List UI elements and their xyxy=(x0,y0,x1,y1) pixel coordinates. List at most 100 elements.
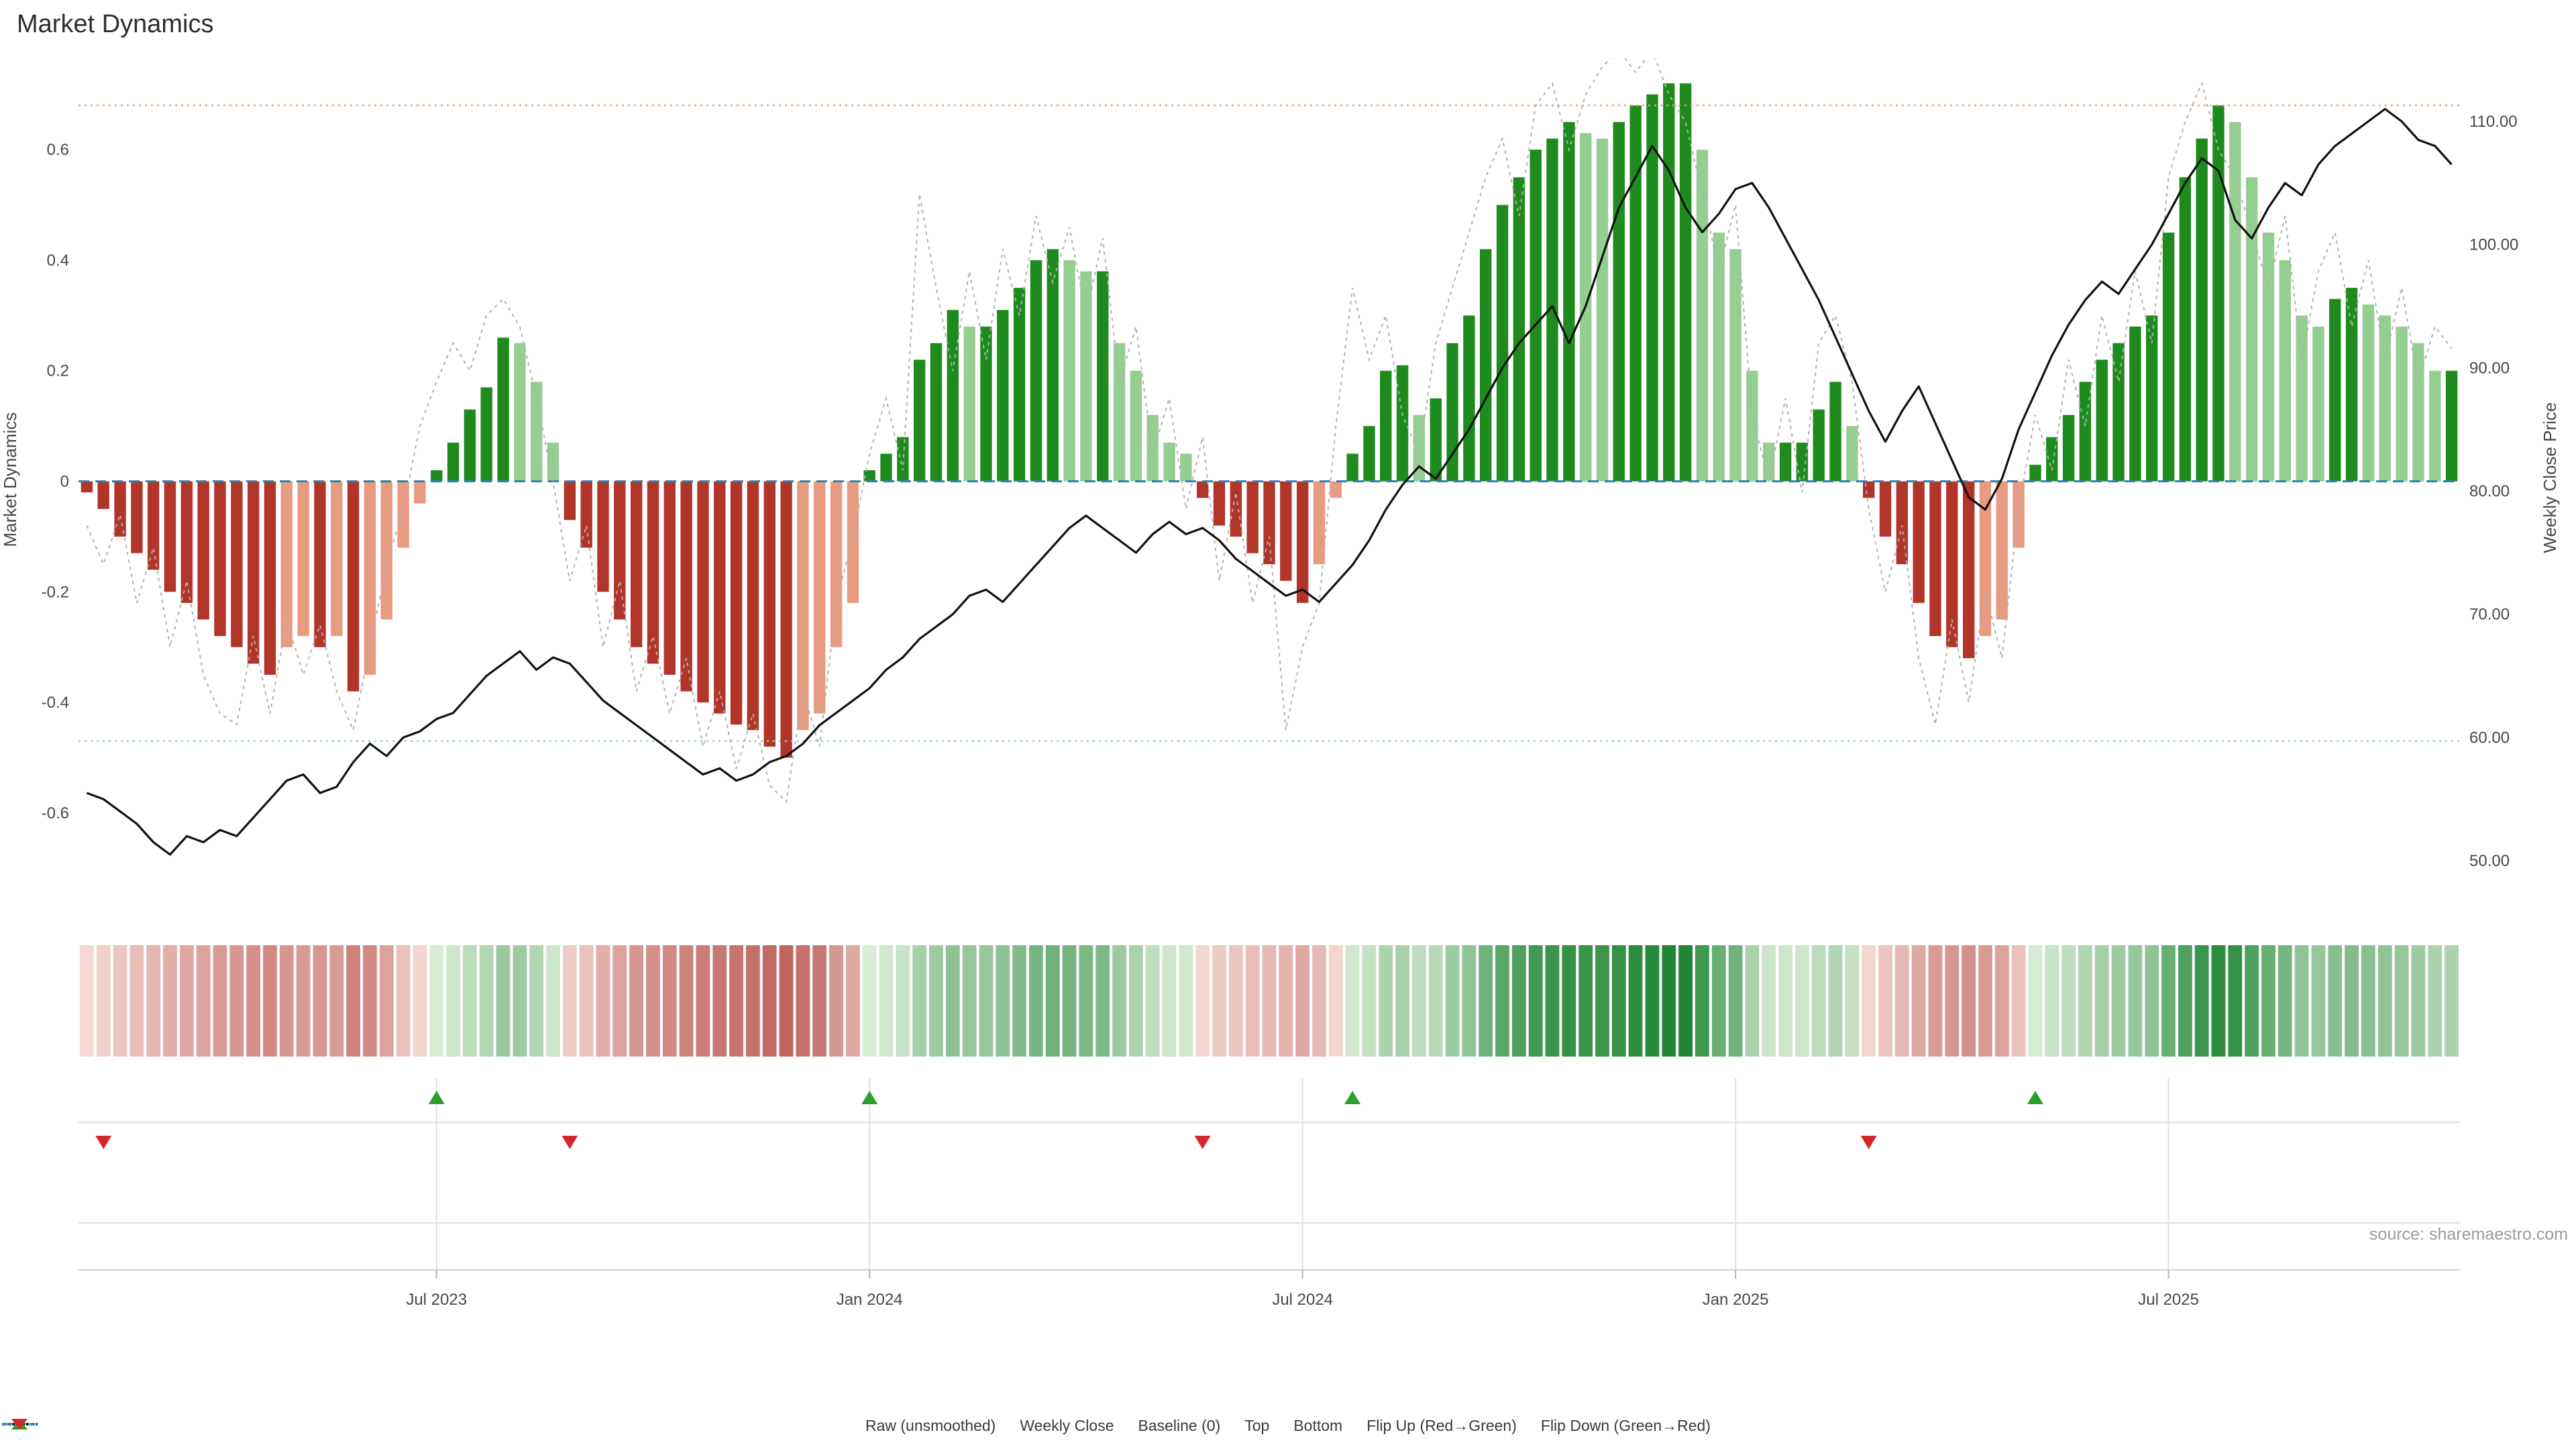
left-tick-label: 0 xyxy=(60,473,69,491)
heatmap-cell xyxy=(180,945,194,1057)
bar xyxy=(1030,260,1042,482)
heatmap-cell xyxy=(1811,945,1826,1057)
left-tick-label: -0.2 xyxy=(42,583,69,601)
heatmap-cell xyxy=(1362,945,1377,1057)
right-tick-label: 80.00 xyxy=(2469,482,2510,500)
heatmap-cell xyxy=(1495,945,1509,1057)
x-tick-label: Jul 2023 xyxy=(406,1291,467,1309)
bar xyxy=(2312,326,2324,482)
heatmap-cell xyxy=(2045,945,2059,1057)
heatmap-cell xyxy=(2178,945,2192,1057)
heatmap-cell xyxy=(1962,945,1976,1057)
right-tick-label: 50.00 xyxy=(2469,852,2510,870)
heatmap-cell xyxy=(1079,945,1093,1057)
bar xyxy=(1963,481,1975,659)
heatmap-cell xyxy=(1145,945,1160,1057)
heatmap-cell xyxy=(2194,945,2209,1057)
bar xyxy=(2396,326,2408,482)
heatmap-cell xyxy=(1562,945,1576,1057)
heatmap-cell xyxy=(246,945,261,1057)
heatmap-cell xyxy=(696,945,710,1057)
heatmap-cell xyxy=(2277,945,2292,1057)
bar xyxy=(1213,481,1226,526)
bar xyxy=(1146,415,1159,482)
bar xyxy=(480,387,492,482)
bar xyxy=(947,310,959,482)
heatmap-cell xyxy=(1611,945,1626,1057)
bar xyxy=(763,481,775,747)
heatmap-cell xyxy=(596,945,610,1057)
bar xyxy=(297,481,309,637)
flip-up-marker xyxy=(1344,1091,1361,1104)
heatmap-cell xyxy=(529,945,544,1057)
heatmap-cell xyxy=(1662,945,1676,1057)
left-tick-label: 0.4 xyxy=(47,252,69,270)
heatmap-cell xyxy=(1062,945,1077,1057)
x-tick-label: Jul 2025 xyxy=(2138,1291,2199,1309)
bar xyxy=(2262,232,2275,482)
bar xyxy=(564,481,576,521)
right-tick-label: 110.00 xyxy=(2469,113,2518,131)
chart-title: Market Dynamics xyxy=(17,10,214,38)
bar xyxy=(697,481,709,703)
bar xyxy=(80,481,93,492)
bar xyxy=(847,481,859,603)
heatmap-cell xyxy=(912,945,927,1057)
bar xyxy=(1246,481,1258,553)
bar xyxy=(1063,260,1075,482)
bar xyxy=(2379,315,2391,482)
heatmap-cell xyxy=(762,945,777,1057)
legend-item: Top xyxy=(1,1417,1269,1435)
heatmap-cell xyxy=(429,945,444,1057)
heatmap-cell xyxy=(1279,945,1293,1057)
bar xyxy=(1913,481,1925,603)
heatmap-cell xyxy=(196,945,211,1057)
bar xyxy=(1346,453,1358,482)
bar xyxy=(2162,232,2175,482)
heatmap-cell xyxy=(2345,945,2359,1057)
bar xyxy=(2146,315,2158,482)
bar xyxy=(580,481,592,548)
bar xyxy=(2345,288,2358,482)
heatmap-strip xyxy=(80,945,2459,1057)
flip-down-marker xyxy=(1194,1136,1211,1149)
bar xyxy=(1097,271,1109,482)
bar xyxy=(1180,453,1192,482)
heatmap-cell xyxy=(1828,945,1843,1057)
legend-item-label: Flip Down (Green→Red) xyxy=(1540,1417,1711,1434)
heatmap-cell xyxy=(413,945,427,1057)
heatmap-cell xyxy=(1728,945,1743,1057)
x-axis: Jul 2023 Jan 2024 Jul 2024 Jan 2025 Jul 2025 xyxy=(406,1270,2199,1309)
flip-marker-panel xyxy=(78,1078,2460,1271)
bar xyxy=(2096,360,2108,482)
heatmap-cell xyxy=(1578,945,1593,1057)
x-tick-label: Jan 2024 xyxy=(837,1291,903,1309)
heatmap-cell xyxy=(1212,945,1226,1057)
bar xyxy=(1863,481,1875,498)
bar xyxy=(2296,315,2308,482)
heatmap-cell xyxy=(962,945,977,1057)
heatmap-cell xyxy=(2361,945,2375,1057)
bar xyxy=(1796,442,1809,482)
bar xyxy=(148,481,160,570)
heatmap-cell xyxy=(896,945,910,1057)
right-tick-label: 90.00 xyxy=(2469,359,2510,377)
legend-item-label: Raw (unsmoothed) xyxy=(865,1417,996,1434)
legend-item-label: Bottom xyxy=(1293,1417,1343,1434)
heatmap-cell xyxy=(279,945,294,1057)
right-tick-label: 70.00 xyxy=(2469,606,2510,624)
line-legend-icon xyxy=(1,1423,38,1426)
heatmap-cell xyxy=(2245,945,2259,1057)
heatmap-cell xyxy=(2061,945,2076,1057)
heatmap-cell xyxy=(646,945,660,1057)
heatmap-cell xyxy=(746,945,760,1057)
bar xyxy=(2362,304,2375,482)
heatmap-cell xyxy=(1795,945,1809,1057)
left-axis-title: Market Dynamics xyxy=(0,413,20,547)
heatmap-cell xyxy=(396,945,411,1057)
bar xyxy=(2046,437,2058,482)
heatmap-cell xyxy=(2078,945,2092,1057)
legend-item: Bottom xyxy=(1,1417,1343,1435)
heatmap-cell xyxy=(1862,945,1876,1057)
bar xyxy=(1446,343,1458,482)
